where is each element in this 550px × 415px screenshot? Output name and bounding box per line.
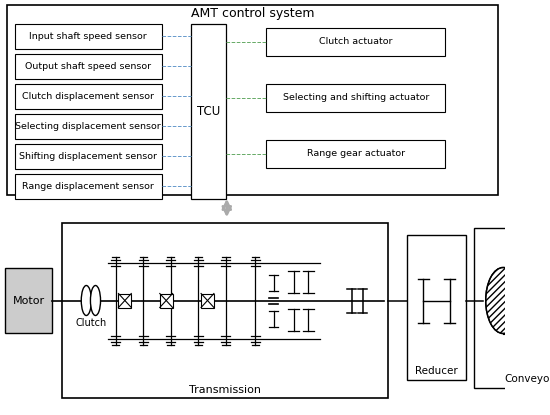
Text: Input shaft speed sensor: Input shaft speed sensor — [29, 32, 147, 41]
Ellipse shape — [530, 268, 550, 334]
Bar — [15, 84, 162, 109]
Bar — [503, 268, 547, 334]
Bar — [266, 28, 446, 56]
Text: TCU: TCU — [197, 105, 220, 118]
Text: Reducer: Reducer — [415, 366, 458, 376]
Bar — [15, 24, 162, 49]
Text: Clutch: Clutch — [75, 317, 107, 327]
Text: Motor: Motor — [13, 295, 45, 305]
Text: Clutch displacement sensor: Clutch displacement sensor — [22, 92, 154, 101]
Text: Range gear actuator: Range gear actuator — [307, 149, 405, 159]
Bar — [160, 293, 173, 308]
Text: Output shaft speed sensor: Output shaft speed sensor — [25, 62, 151, 71]
Bar — [266, 84, 446, 112]
Bar — [15, 144, 162, 169]
Bar — [15, 174, 162, 199]
Text: Shifting displacement sensor: Shifting displacement sensor — [19, 152, 157, 161]
Text: Clutch actuator: Clutch actuator — [319, 37, 393, 46]
Ellipse shape — [90, 286, 101, 315]
Bar — [474, 228, 550, 388]
Text: Selecting displacement sensor: Selecting displacement sensor — [15, 122, 161, 131]
Bar — [7, 5, 498, 195]
Bar — [118, 293, 131, 308]
Bar — [15, 54, 162, 79]
Bar — [63, 223, 388, 398]
Bar — [407, 235, 466, 380]
Text: Transmission: Transmission — [189, 385, 261, 395]
Bar — [4, 268, 52, 333]
Bar — [191, 24, 226, 199]
Text: Range displacement sensor: Range displacement sensor — [22, 182, 154, 191]
Ellipse shape — [81, 286, 91, 315]
Text: AMT control system: AMT control system — [191, 7, 314, 20]
Bar — [15, 114, 162, 139]
Text: Conveyor: Conveyor — [504, 374, 550, 384]
Ellipse shape — [486, 268, 521, 334]
Bar — [201, 293, 214, 308]
Bar — [266, 140, 446, 168]
Text: Selecting and shifting actuator: Selecting and shifting actuator — [283, 93, 429, 103]
